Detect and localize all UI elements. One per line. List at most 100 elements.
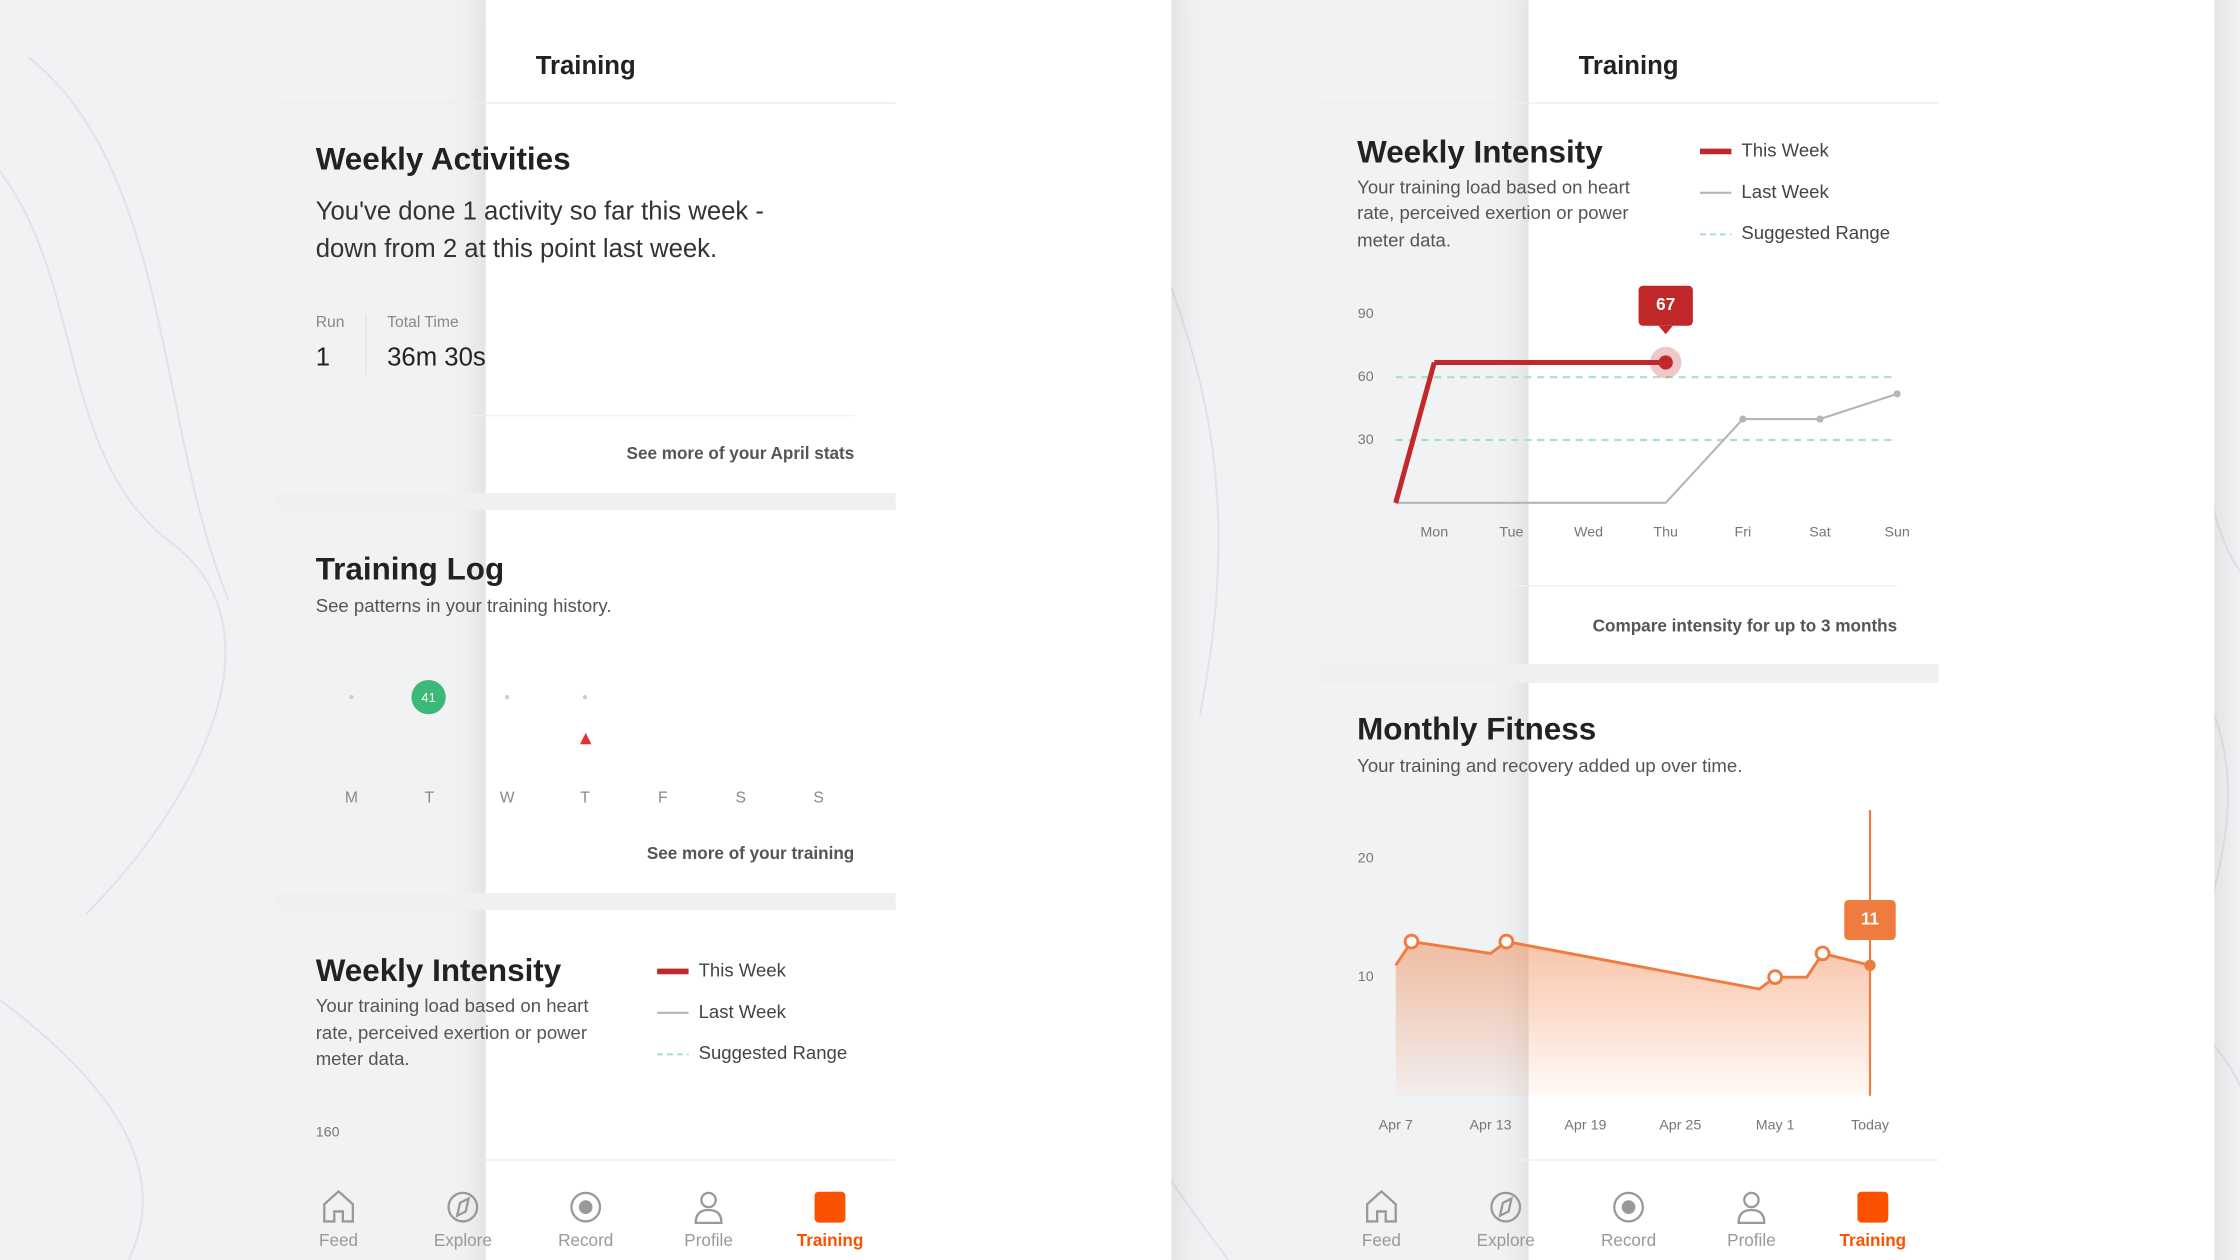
x-tick-label: Tue bbox=[1499, 525, 1523, 541]
y-tick-label: 10 bbox=[1358, 969, 1374, 985]
y-tick-label: 30 bbox=[1358, 432, 1374, 448]
nav-icon bbox=[1737, 1191, 1766, 1224]
point bbox=[1403, 933, 1420, 950]
icon-needle bbox=[1498, 1196, 1514, 1218]
icon-explore bbox=[1490, 1191, 1522, 1223]
section-subtitle: meter data. bbox=[1357, 229, 1451, 250]
nav-icon bbox=[814, 1191, 846, 1223]
day-label: W bbox=[500, 790, 515, 807]
icon-dot bbox=[578, 1200, 593, 1214]
day-dot bbox=[349, 695, 354, 700]
point bbox=[1816, 415, 1824, 423]
point bbox=[1893, 390, 1901, 398]
icon-head bbox=[1743, 1191, 1760, 1209]
y-tick-label: 20 bbox=[1358, 850, 1374, 866]
section-gap bbox=[275, 492, 896, 510]
x-tick-label: Fri bbox=[1735, 525, 1752, 541]
day-label: F bbox=[658, 790, 668, 807]
icon-home bbox=[323, 1189, 354, 1223]
link[interactable]: See more of your training bbox=[647, 843, 854, 863]
day-label: S bbox=[735, 790, 745, 807]
nav-label[interactable]: Feed bbox=[319, 1230, 358, 1250]
summary-text: You've done 1 activity so far this week … bbox=[316, 198, 764, 226]
x-tick-label: Sun bbox=[1884, 525, 1909, 541]
legend-label: This Week bbox=[699, 959, 787, 980]
tooltip bbox=[1638, 285, 1693, 326]
point bbox=[1498, 933, 1515, 950]
nav-icon bbox=[447, 1191, 479, 1223]
icon-body bbox=[1737, 1208, 1766, 1224]
y-tick-label: 160 bbox=[316, 1125, 340, 1141]
nav-icon bbox=[1613, 1191, 1644, 1223]
nav-label[interactable]: Profile bbox=[684, 1230, 733, 1250]
nav-label[interactable]: Record bbox=[558, 1230, 613, 1250]
section-title: Weekly Activities bbox=[316, 142, 571, 177]
section-subtitle: Your training and recovery added up over… bbox=[1357, 755, 1742, 776]
day-label: T bbox=[424, 790, 434, 807]
x-tick-label: Sat bbox=[1809, 525, 1830, 541]
icon-head bbox=[700, 1191, 717, 1209]
section-title: Weekly Intensity bbox=[316, 953, 562, 988]
x-tick-label: May 1 bbox=[1756, 1117, 1795, 1133]
day-dot bbox=[582, 695, 588, 700]
day-label: S bbox=[813, 790, 823, 807]
area bbox=[1395, 941, 1870, 1096]
line bbox=[1394, 940, 1871, 991]
x-tick-label: Apr 13 bbox=[1470, 1117, 1512, 1133]
nav-icon bbox=[1366, 1189, 1397, 1223]
activity-bubble bbox=[411, 680, 446, 715]
nav-label[interactable]: Explore bbox=[1477, 1230, 1535, 1250]
stat-value: 1 bbox=[316, 343, 330, 371]
line-lead bbox=[1393, 361, 1437, 504]
section-gap bbox=[275, 892, 896, 910]
x-tick-label: Apr 19 bbox=[1564, 1117, 1606, 1133]
legend-label: Last Week bbox=[1741, 181, 1829, 202]
x-tick-label: Thu bbox=[1653, 525, 1678, 541]
activity-badge: 41 bbox=[421, 690, 435, 705]
nav-label[interactable]: Training bbox=[797, 1230, 864, 1250]
section-gap bbox=[1318, 664, 1939, 683]
nav-icon bbox=[570, 1191, 602, 1223]
nav-icon bbox=[1857, 1191, 1889, 1223]
day-dot bbox=[505, 695, 510, 700]
section-subtitle: rate, perceived exertion or power bbox=[1357, 202, 1628, 223]
tooltip-value: 67 bbox=[1656, 294, 1675, 314]
section-subtitle: rate, perceived exertion or power bbox=[316, 1022, 587, 1043]
current-point bbox=[1658, 355, 1673, 370]
tooltip bbox=[1844, 900, 1896, 940]
nav-label[interactable]: Record bbox=[1601, 1230, 1656, 1250]
icon-record bbox=[570, 1191, 602, 1223]
section-subtitle: Your training load based on heart bbox=[1357, 176, 1631, 197]
y-tick-label: 60 bbox=[1358, 369, 1374, 385]
x-tick-label: Wed bbox=[1574, 525, 1603, 541]
nav-label[interactable]: Explore bbox=[434, 1230, 492, 1250]
x-tick-label: Today bbox=[1851, 1117, 1890, 1133]
legend-label: Suggested Range bbox=[699, 1042, 848, 1063]
day-label: T bbox=[580, 790, 590, 807]
link[interactable]: Compare intensity for up to 3 months bbox=[1593, 616, 1897, 636]
nav-label[interactable]: Profile bbox=[1727, 1230, 1776, 1250]
nav-label[interactable]: Training bbox=[1840, 1230, 1907, 1250]
y-tick-label: 90 bbox=[1358, 306, 1374, 322]
day-label: M bbox=[345, 790, 358, 807]
x-tick-label: Mon bbox=[1420, 525, 1448, 541]
phone-frame bbox=[1528, 0, 2215, 1260]
nav-icon bbox=[323, 1189, 354, 1223]
icon-record bbox=[1613, 1191, 1644, 1223]
icon-explore bbox=[447, 1191, 479, 1223]
summary-text: down from 2 at this point last week. bbox=[316, 235, 717, 263]
icon-training bbox=[814, 1191, 846, 1223]
header-title: Training bbox=[1579, 52, 1679, 80]
nav-label[interactable]: Feed bbox=[1362, 1230, 1401, 1250]
nav-icon bbox=[694, 1191, 723, 1224]
icon-body bbox=[694, 1208, 723, 1224]
icon-home bbox=[1366, 1189, 1397, 1223]
section-subtitle: See patterns in your training history. bbox=[316, 595, 612, 616]
header-title: Training bbox=[536, 52, 636, 80]
phone-frame bbox=[485, 0, 1172, 1260]
link[interactable]: See more of your April stats bbox=[627, 443, 855, 463]
section-subtitle: meter data. bbox=[316, 1048, 410, 1069]
legend-label: Last Week bbox=[699, 1001, 787, 1022]
